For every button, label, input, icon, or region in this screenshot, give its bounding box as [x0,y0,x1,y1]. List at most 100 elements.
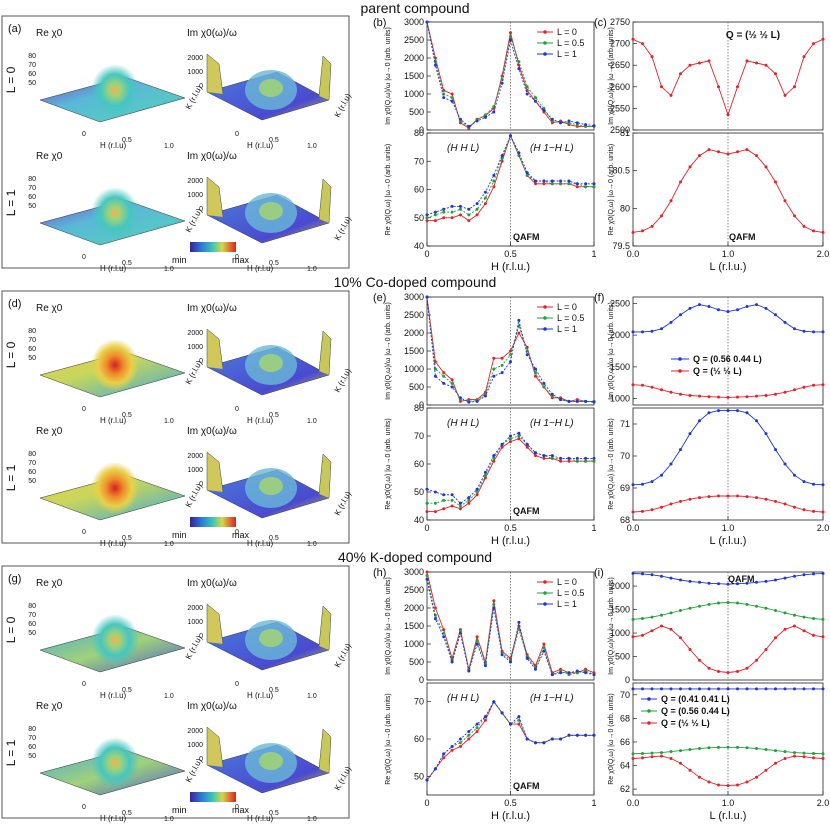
row-label: L = 1 [4,189,18,216]
x-tick: 0.5 [122,260,132,267]
z-tick: 2000 [187,178,203,185]
data-point [509,134,512,138]
y-tick-label: 1500 [404,71,424,81]
legend-label: L = 1 [557,599,577,609]
data-point [525,171,529,175]
z-tick: 50 [28,203,36,210]
y-tick-label: 2000 [404,53,424,63]
y-tick-label: 1000 [610,628,630,638]
y-tick-label: 1500 [404,346,424,356]
legend-marker [678,369,682,373]
path-label: (H H L) [447,693,479,704]
row-label: L = 1 [4,739,18,766]
data-point [458,207,462,211]
data-point [483,394,487,398]
data-point [500,154,504,158]
data-point [592,124,596,128]
data-point [812,617,815,620]
legend-label: L = 1 [557,49,577,59]
panel-label: (a) [8,23,21,35]
path-label: (H 1−H L) [530,418,574,429]
y-tick-label: 1500 [404,621,424,631]
data-point [745,581,749,585]
im-surface-peak [259,477,283,495]
data-point [793,505,796,509]
qafm-label: QAFM [513,506,540,516]
data-point [669,93,673,97]
data-point [745,495,749,499]
y-axis-title: Im χ0(Q,ω)/ω |ω→0 (arb. units) [385,302,392,400]
data-point [793,624,796,628]
z-tick: 1000 [187,192,203,199]
z-tick: 0 [199,358,203,365]
im-chi-label: Im χ0(ω)/ω [187,701,237,712]
data-point [542,741,546,745]
data-point [550,117,554,121]
data-point [698,303,701,307]
data-point [467,400,471,404]
z-tick: 70 [28,612,36,619]
im-surface-peak [259,629,283,647]
data-point [542,182,546,186]
data-point [707,495,711,499]
data-point [534,99,537,103]
data-point [745,602,749,606]
z-tick: 0 [199,83,203,90]
x-tick-label: 0.5 [504,523,517,533]
legend-label: L = 0 [557,27,577,37]
data-point [745,666,749,670]
data-point [575,459,579,463]
re-chi-label: Re χ0 [36,151,63,162]
data-point [802,224,806,228]
im-surface-wall [206,726,224,768]
data-point [517,331,521,335]
data-point [467,498,471,502]
data-point [500,363,504,367]
x-tick-label: 0 [424,523,429,533]
data-point [717,601,720,605]
data-point [483,190,487,194]
y-tick-label: 3000 [404,567,424,577]
data-point [467,501,471,505]
data-point [641,572,644,576]
data-point [631,752,635,756]
data-point [774,313,777,317]
y-tick-label: 80.5 [612,166,630,176]
data-point [660,754,663,758]
z-tick: 0 [199,206,203,213]
x-axis-title: H (r.l.u.) [491,261,530,273]
data-point [492,105,496,109]
x-tick: 1.0 [307,693,317,700]
re-chi-label: Re χ0 [36,578,63,589]
x-tick-label: 0.0 [627,798,640,808]
data-point [698,658,701,662]
data-point [641,383,644,387]
x-axis-title: L (r.l.u.) [710,810,747,822]
data-point [550,454,554,458]
y-tick-label: 1500 [610,605,630,615]
data-point [736,308,739,312]
z-tick: 80 [28,726,36,733]
y-axis-title: Re χ0(Q,ω) |ω→0 (arb. units) [608,418,615,510]
y-tick-label: 81 [620,128,630,138]
data-point [425,216,429,220]
data-point [550,392,554,396]
data-point [592,733,596,737]
x-tick: 1.0 [307,266,317,273]
data-point [631,37,635,41]
colorbar [190,792,236,802]
data-point [492,454,496,458]
im-surface-wall [206,451,224,493]
data-point [688,687,692,691]
data-point [467,733,471,737]
x-tick-label: 1.0 [722,798,735,808]
y-tick-label: 2650 [610,60,630,70]
data-point [783,390,787,394]
data-point [550,737,554,741]
data-point [679,72,682,76]
data-point [812,229,815,233]
data-point [559,121,563,125]
z-tick: 50 [28,80,36,87]
data-point [736,687,739,691]
data-point [679,180,682,184]
